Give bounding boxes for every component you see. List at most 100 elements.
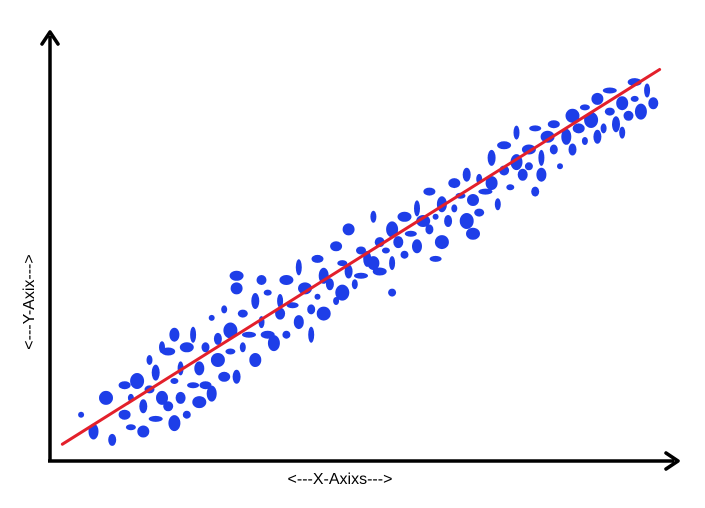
- data-point: [175, 391, 186, 404]
- data-point: [397, 211, 412, 222]
- data-point: [568, 143, 577, 156]
- data-point: [538, 149, 545, 166]
- data-point: [293, 315, 304, 330]
- data-point: [163, 401, 174, 412]
- data-point: [529, 125, 542, 132]
- data-point: [414, 200, 420, 217]
- data-point: [311, 254, 324, 263]
- data-point: [130, 373, 145, 389]
- data-point: [151, 364, 160, 381]
- data-point: [201, 342, 210, 353]
- data-point: [118, 409, 131, 420]
- data-point: [565, 108, 580, 123]
- data-point: [108, 433, 117, 446]
- data-point: [612, 116, 620, 133]
- data-point: [333, 297, 340, 305]
- x-axis: [48, 451, 680, 471]
- data-point: [531, 186, 540, 197]
- data-point: [295, 259, 302, 276]
- data-point: [223, 322, 238, 339]
- data-point: [648, 97, 659, 110]
- data-point: [208, 314, 215, 321]
- data-point: [434, 235, 449, 250]
- data-point: [370, 210, 377, 223]
- data-point: [99, 390, 113, 405]
- data-point: [478, 188, 493, 195]
- data-point: [425, 224, 434, 235]
- data-point: [412, 239, 422, 254]
- data-point: [168, 415, 181, 432]
- data-point: [190, 326, 197, 343]
- data-point: [213, 332, 222, 345]
- data-point: [432, 213, 439, 220]
- data-point: [194, 361, 205, 376]
- data-point: [462, 167, 471, 182]
- data-point: [381, 247, 390, 254]
- data-point: [249, 353, 262, 367]
- data-point: [325, 278, 334, 291]
- data-point: [623, 110, 634, 121]
- data-point: [466, 227, 480, 240]
- data-point: [239, 342, 246, 353]
- data-point: [579, 104, 590, 111]
- data-point: [314, 293, 321, 300]
- data-point: [221, 305, 228, 314]
- data-point: [192, 396, 207, 409]
- data-point: [423, 187, 436, 196]
- data-point: [561, 128, 572, 145]
- data-point: [372, 267, 387, 276]
- data-point: [474, 208, 485, 217]
- data-point: [330, 241, 343, 252]
- data-point: [179, 342, 194, 353]
- data-point: [616, 96, 629, 111]
- data-point: [517, 168, 528, 181]
- data-point: [210, 353, 225, 367]
- x-axis-label: <---X-Axixs--->: [287, 471, 393, 488]
- data-point: [344, 264, 353, 279]
- data-point: [644, 83, 651, 98]
- data-point: [497, 141, 512, 150]
- y-axis-label: <---Y-Axix--->: [21, 254, 38, 350]
- data-point: [393, 236, 404, 249]
- data-point: [225, 348, 236, 355]
- data-point: [619, 126, 626, 139]
- data-point: [451, 204, 458, 213]
- data-point: [335, 284, 350, 301]
- data-point: [282, 330, 291, 339]
- data-point: [206, 385, 217, 402]
- data-point: [459, 213, 474, 229]
- data-point: [307, 304, 316, 315]
- data-point: [78, 411, 85, 418]
- data-point: [400, 250, 409, 259]
- data-point: [593, 129, 602, 144]
- data-point: [557, 163, 563, 170]
- data-point: [429, 255, 442, 262]
- data-point: [581, 137, 588, 145]
- data-point: [513, 125, 520, 140]
- data-point: [139, 399, 148, 414]
- data-point: [316, 306, 331, 321]
- data-point: [308, 326, 315, 343]
- data-point: [170, 378, 179, 384]
- trend-line: [60, 68, 662, 446]
- data-point: [182, 410, 191, 419]
- data-point: [263, 289, 272, 296]
- data-point: [634, 103, 647, 120]
- data-point: [146, 355, 153, 365]
- data-point: [536, 167, 547, 182]
- data-point: [229, 270, 244, 281]
- data-point: [389, 256, 396, 271]
- data-point: [137, 425, 150, 438]
- data-points: [78, 78, 659, 446]
- data-point: [467, 194, 479, 206]
- data-point: [232, 369, 241, 384]
- data-point: [630, 95, 639, 102]
- data-point: [156, 390, 168, 405]
- x-axis-arrow: [664, 451, 680, 471]
- data-point: [356, 246, 366, 255]
- data-point: [494, 198, 501, 211]
- data-point: [125, 424, 136, 431]
- data-point: [367, 256, 380, 271]
- data-point: [251, 293, 260, 309]
- data-point: [602, 87, 617, 94]
